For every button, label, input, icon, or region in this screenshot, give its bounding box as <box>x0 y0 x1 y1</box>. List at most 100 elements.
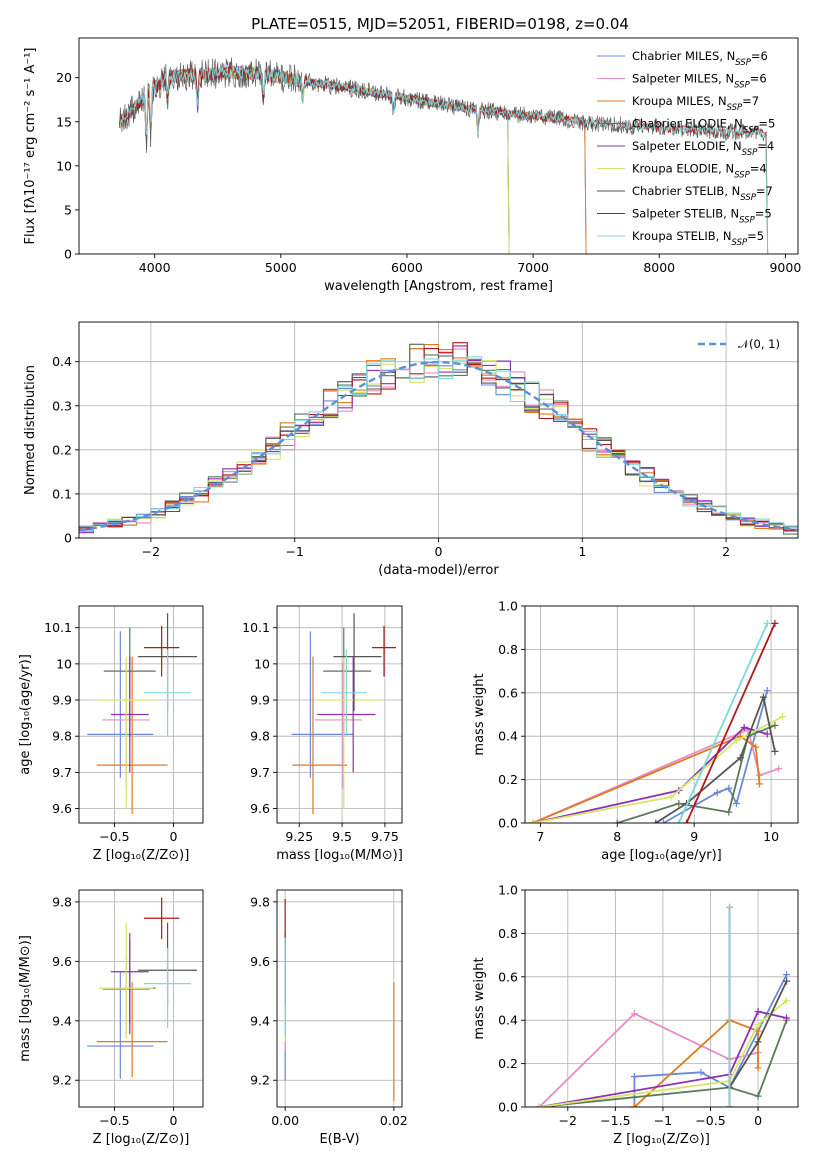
axes-frame <box>78 37 799 255</box>
y-tick-label: 0.4 <box>498 1013 518 1028</box>
weight-marker <box>756 780 764 788</box>
y-tick-label: 9.6 <box>250 801 270 816</box>
x-tick-label: −1 <box>654 1113 672 1128</box>
y-tick-label: 9.6 <box>52 954 72 969</box>
errorbar-kroupa-stelib <box>320 649 367 737</box>
x-tick-label: 0 <box>169 829 177 844</box>
x-tick-label: 0.02 <box>380 1113 408 1128</box>
y-tick-label: 0.0 <box>498 816 518 831</box>
x-tick-label: 9.75 <box>371 829 399 844</box>
errorbar-salpeter-elodie <box>110 656 149 773</box>
x-tick-label: 9.25 <box>285 829 313 844</box>
axes-frame <box>78 605 204 824</box>
y-axis-label: mass weight <box>472 957 487 1039</box>
legend-subscript: SSP <box>732 238 748 248</box>
y-tick-label: 0.6 <box>498 969 518 984</box>
y-tick-label: 0.8 <box>498 642 518 657</box>
panel-mass-vs-EBV: 0.00 0.02 9.2 9.4 9.6 9.8 E(B-V) <box>250 889 408 1147</box>
y-tick-label: 9.8 <box>250 729 270 744</box>
errorbar-chabrier-miles <box>87 631 154 778</box>
panel-massweight-vs-age: 7 8 9 10 0.0 0.2 0.4 0.6 0.8 1.0 age [log₁₀(age/yr… <box>472 599 799 863</box>
y-tick-label: 1.0 <box>498 883 518 898</box>
axes-frame <box>276 889 403 1108</box>
figure-title: PLATE=0515, MJD=52051, FIBERID=0198, z=0… <box>251 15 629 33</box>
weight-marker <box>759 693 767 701</box>
x-axis-label: age [log₁₀(age/yr)] <box>601 848 722 863</box>
plot-area <box>291 613 397 814</box>
y-tick-label: 0 <box>64 531 72 546</box>
legend-count: =7 <box>742 94 759 108</box>
legend-subscript: SSP <box>739 216 755 226</box>
y-tick-label: 0.0 <box>498 1100 518 1115</box>
plot-area <box>529 619 787 823</box>
weight-marker <box>675 799 683 807</box>
weight-marker <box>783 977 791 985</box>
y-axis-label: Normed distribution <box>23 365 38 495</box>
weight-marker <box>667 793 675 801</box>
legend-label: Chabrier STELIB, NSSP=7 <box>632 184 773 203</box>
weight-marker <box>771 619 779 627</box>
legend-label: Salpeter MILES, NSSP=6 <box>632 72 767 91</box>
legend-subscript: SSP <box>727 103 743 113</box>
x-tick-label: 4000 <box>139 260 171 275</box>
errorbar-salpeter-stelib <box>143 625 180 677</box>
legend-count: =4 <box>750 162 767 176</box>
legend-label: 𝒩(0, 1) <box>738 337 780 351</box>
x-axis-label: (data-model)/error <box>378 563 499 578</box>
axes-frame <box>524 605 799 824</box>
weight-line-salpeter-elodie <box>539 1010 787 1107</box>
y-tick-label: 15 <box>56 114 72 129</box>
legend-subscript: SSP <box>740 193 756 203</box>
legend-label: Kroupa MILES, NSSP=7 <box>632 94 759 113</box>
x-tick-label: 0 <box>435 544 443 559</box>
panel-age-vs-mass: 9.25 9.5 9.75 9.6 9.7 9.8 9.9 10 10.1 mass [log₁₀… <box>242 605 403 863</box>
y-tick-label: 10.1 <box>44 620 72 635</box>
weight-line-kroupa-miles <box>532 735 761 823</box>
x-tick-label: 0 <box>754 1113 762 1128</box>
weight-marker <box>754 1064 762 1072</box>
y-tick-label: 0.8 <box>498 926 518 941</box>
weight-marker <box>783 997 791 1005</box>
weight-marker <box>736 754 744 762</box>
y-tick-label: 1.0 <box>498 599 518 614</box>
panel-age-vs-Z: −0.5 0 9.6 9.7 9.8 9.9 10 10.1 Z [log₁₀(Z/Z⊙)] ag… <box>18 605 204 863</box>
weight-marker <box>771 747 779 755</box>
y-tick-label: 9.4 <box>250 1013 270 1028</box>
weight-marker <box>630 1073 638 1081</box>
errorbar-kroupa-miles <box>96 982 168 1078</box>
legend-label: Kroupa STELIB, NSSP=5 <box>632 229 764 248</box>
weight-line-chabrier-elodie <box>539 1019 788 1107</box>
errorbar-salpeter-stelib <box>143 897 180 940</box>
weight-marker <box>732 799 740 807</box>
y-tick-label: 0.3 <box>52 398 72 413</box>
weight-marker <box>713 789 721 797</box>
weight-marker <box>630 1010 638 1018</box>
weight-marker <box>726 1103 734 1107</box>
x-tick-label: −1.5 <box>600 1113 630 1128</box>
y-tick-label: 0.6 <box>498 685 518 700</box>
legend-label: Salpeter ELODIE, NSSP=4 <box>632 139 774 158</box>
x-axis-label: Z [log₁₀(Z/Z⊙)] <box>93 848 190 863</box>
y-tick-label: 0.4 <box>52 354 72 369</box>
x-tick-label: 7 <box>536 829 544 844</box>
weight-marker <box>763 619 771 627</box>
x-tick-label: −2 <box>142 544 160 559</box>
weight-marker <box>763 687 771 695</box>
errorbar-kroupa-miles <box>96 656 168 814</box>
errorbar-chabrier-stelib <box>333 613 382 711</box>
y-tick-label: 0.4 <box>498 729 518 744</box>
weight-marker <box>752 743 760 751</box>
x-axis-label: Z [log₁₀(Z/Z⊙)] <box>613 1132 710 1147</box>
plot-area <box>284 898 395 1102</box>
plot-area <box>118 57 769 254</box>
y-tick-label: 10 <box>254 656 270 671</box>
x-tick-label: −1 <box>285 544 303 559</box>
x-axis-label: mass [log₁₀(M/M⊙)] <box>276 848 403 863</box>
errorbar-salpeter-miles <box>314 662 362 789</box>
x-tick-label: 9 <box>690 829 698 844</box>
legend-subscript: SSP <box>742 148 758 158</box>
weight-marker <box>726 903 734 911</box>
weight-line-kroupa-miles <box>633 1019 759 1107</box>
legend-count: =4 <box>757 139 774 153</box>
weight-marker <box>630 1103 638 1107</box>
